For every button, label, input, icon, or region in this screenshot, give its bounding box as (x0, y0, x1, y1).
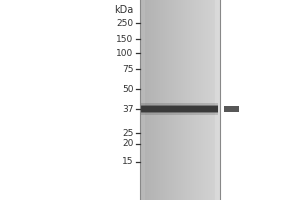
Text: 15: 15 (122, 158, 134, 166)
Text: 100: 100 (116, 48, 134, 58)
Text: 75: 75 (122, 64, 134, 73)
Bar (140, 105, 218, 113)
Text: 20: 20 (122, 140, 134, 148)
Text: 250: 250 (116, 19, 134, 27)
Text: 37: 37 (122, 105, 134, 114)
Text: 25: 25 (122, 129, 134, 138)
Text: 150: 150 (116, 34, 134, 44)
Text: kDa: kDa (114, 5, 134, 15)
Bar (224, 106, 238, 112)
Bar (140, 103, 218, 115)
Text: 50: 50 (122, 84, 134, 94)
Bar (140, 106, 218, 112)
